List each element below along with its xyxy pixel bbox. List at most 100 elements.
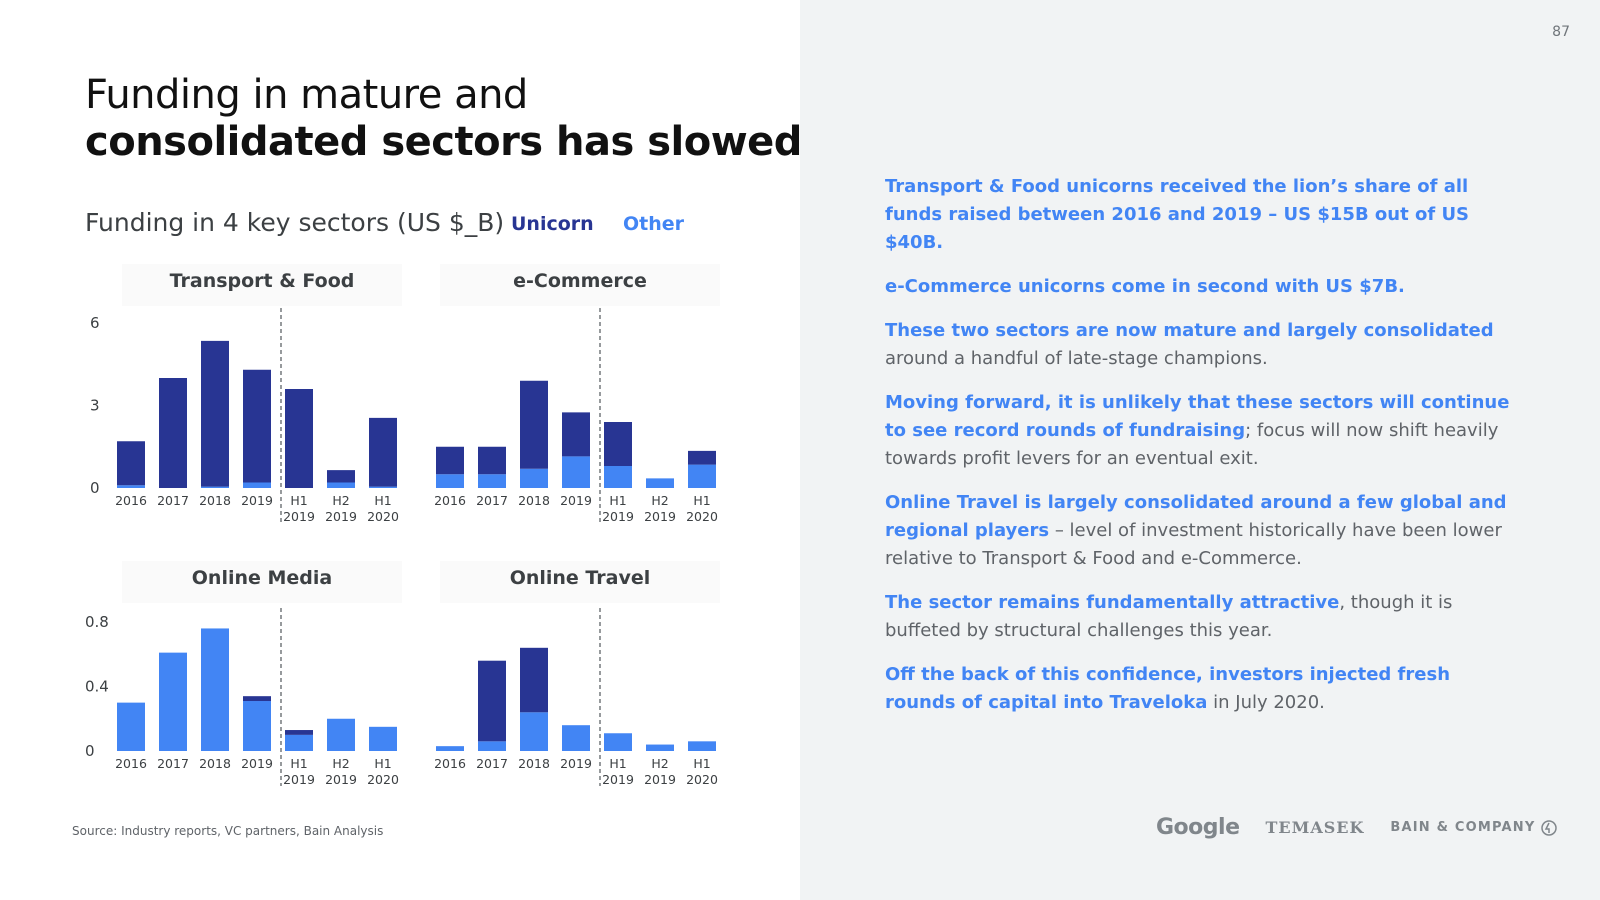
page-number: 87	[1552, 24, 1570, 40]
body-text: , though it is buffeted by structural ch…	[885, 592, 1453, 641]
x-tick-label: 2016	[115, 493, 147, 508]
chart-title: Transport & Food	[170, 270, 355, 292]
footer-logos: Google TEMASEK BAIN & COMPANY	[1156, 815, 1558, 840]
x-tick-label: 2019	[325, 772, 357, 787]
bar-other	[201, 628, 229, 751]
commentary-paragraph: These two sectors are now mature and lar…	[885, 317, 1515, 373]
x-tick-label: 2019	[241, 756, 273, 771]
bar-other	[243, 482, 271, 488]
bar-unicorn	[243, 369, 271, 483]
bar-unicorn	[562, 412, 590, 457]
bar-other	[604, 466, 632, 488]
bar-other	[604, 733, 632, 751]
bar-unicorn	[688, 450, 716, 465]
y-tick-label: 0	[90, 479, 100, 497]
x-tick-label: H1	[374, 493, 391, 508]
y-tick-label: 0	[85, 742, 95, 760]
commentary-paragraph: e-Commerce unicorns come in second with …	[885, 273, 1515, 301]
bar-unicorn	[478, 446, 506, 475]
chart-title: e-Commerce	[513, 270, 647, 292]
x-tick-label: H1	[290, 493, 307, 508]
bar-other	[520, 712, 548, 751]
bar-other	[562, 456, 590, 488]
bar-other	[478, 474, 506, 488]
bar-other	[327, 718, 355, 751]
chart-title-bg	[440, 264, 720, 306]
x-tick-label: H2	[332, 493, 349, 508]
x-tick-label: H2	[332, 756, 349, 771]
chart-title-bg	[122, 264, 402, 306]
bar-unicorn	[243, 696, 271, 702]
x-tick-label: 2018	[199, 493, 231, 508]
body-text: around a handful of late-stage champions…	[885, 348, 1268, 369]
commentary-paragraph: Online Travel is largely consolidated ar…	[885, 489, 1515, 573]
legend-other: Other	[623, 213, 685, 235]
x-tick-label: 2018	[518, 493, 550, 508]
x-tick-label: 2016	[115, 756, 147, 771]
bar-other	[243, 701, 271, 751]
source-note: Source: Industry reports, VC partners, B…	[72, 824, 384, 838]
highlight-text: Online Travel is largely consolidated ar…	[885, 492, 1507, 541]
commentary-paragraph: Off the back of this confidence, investo…	[885, 661, 1515, 717]
x-tick-label: 2019	[560, 493, 592, 508]
x-tick-label: 2019	[560, 756, 592, 771]
commentary-paragraph: Transport & Food unicorns received the l…	[885, 173, 1515, 257]
highlight-text: The sector remains fundamentally attract…	[885, 592, 1340, 613]
bar-other	[369, 726, 397, 751]
bar-unicorn	[285, 730, 313, 735]
chart-subtitle: Funding in 4 key sectors (US $_B)	[85, 208, 505, 237]
bar-unicorn	[604, 422, 632, 466]
commentary-paragraph: The sector remains fundamentally attract…	[885, 589, 1515, 645]
bar-unicorn	[520, 380, 548, 469]
y-tick-label: 6	[90, 314, 100, 332]
bar-unicorn	[369, 417, 397, 487]
body-text: ; focus will now shift heavily towards p…	[885, 420, 1499, 469]
commentary-paragraph: Moving forward, it is unlikely that thes…	[885, 389, 1515, 473]
x-tick-label: H1	[609, 756, 626, 771]
x-tick-label: H1	[693, 493, 710, 508]
body-text: in July 2020.	[1207, 692, 1325, 713]
x-tick-label: 2017	[157, 493, 189, 508]
x-tick-label: 2019	[241, 493, 273, 508]
x-tick-label: 2019	[644, 772, 676, 787]
bar-unicorn	[520, 647, 548, 713]
x-tick-label: H2	[651, 493, 668, 508]
commentary-panel	[800, 0, 1600, 900]
bar-other	[201, 486, 229, 488]
x-tick-label: 2017	[476, 756, 508, 771]
chart-title-bg	[440, 561, 720, 603]
x-tick-label: 2019	[283, 509, 315, 524]
x-tick-label: 2020	[686, 509, 718, 524]
x-tick-label: 2017	[157, 756, 189, 771]
x-tick-label: 2019	[602, 509, 634, 524]
highlight-text: These two sectors are now mature and lar…	[885, 320, 1494, 341]
x-tick-label: 2019	[325, 509, 357, 524]
x-tick-label: 2020	[686, 772, 718, 787]
bar-unicorn	[201, 340, 229, 487]
bar-other	[646, 744, 674, 751]
bar-unicorn	[159, 378, 187, 488]
x-tick-label: 2019	[283, 772, 315, 787]
chart-title-bg	[122, 561, 402, 603]
bar-other	[327, 482, 355, 488]
bain-mark-icon	[1541, 819, 1558, 836]
bar-other	[117, 702, 145, 751]
bar-other	[117, 485, 145, 488]
highlight-text: Off the back of this confidence, investo…	[885, 664, 1451, 713]
bar-unicorn	[327, 470, 355, 483]
x-tick-label: 2016	[434, 756, 466, 771]
bain-logo: BAIN & COMPANY	[1390, 820, 1536, 835]
body-text: – level of investment historically have …	[885, 520, 1502, 569]
x-tick-label: H1	[290, 756, 307, 771]
page-title: Funding in mature and consolidated secto…	[85, 72, 802, 166]
bar-unicorn	[478, 660, 506, 742]
google-logo: Google	[1156, 815, 1240, 840]
y-tick-label: 0.8	[85, 613, 109, 631]
x-tick-label: H1	[693, 756, 710, 771]
legend-unicorn: Unicorn	[511, 213, 594, 235]
x-tick-label: 2020	[367, 509, 399, 524]
bar-other	[285, 734, 313, 751]
title-line-1: Funding in mature and	[85, 72, 528, 118]
y-tick-label: 0.4	[85, 678, 109, 696]
